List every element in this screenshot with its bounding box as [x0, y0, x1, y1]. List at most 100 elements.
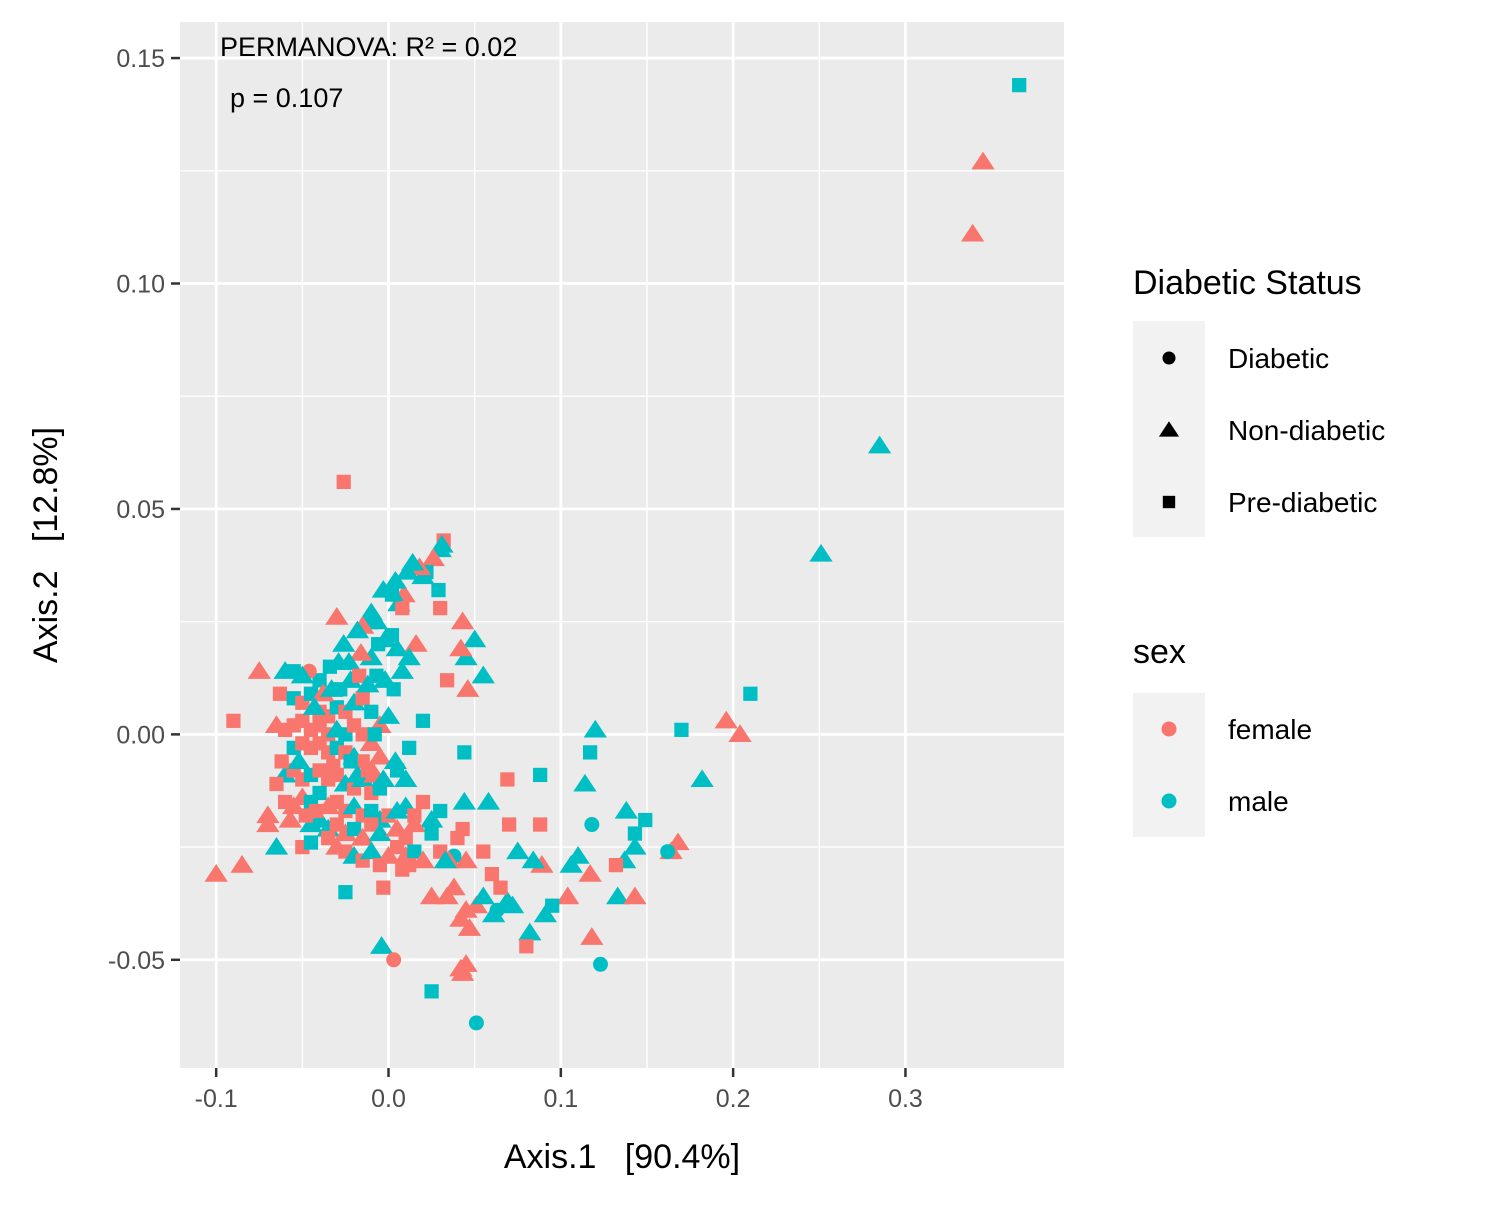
point-male-non-diabetic — [369, 936, 394, 954]
point-female-pre-diabetic — [269, 776, 284, 792]
point-female-non-diabetic — [580, 927, 604, 945]
point-female-non-diabetic — [454, 900, 478, 918]
point-male-non-diabetic — [319, 679, 344, 697]
point-male-non-diabetic — [533, 904, 557, 923]
point-female-non-diabetic — [419, 886, 444, 905]
point-male-non-diabetic — [452, 791, 476, 810]
point-female-non-diabetic — [256, 805, 280, 824]
x-tick-label: 0.1 — [543, 1085, 578, 1113]
point-female-non-diabetic — [256, 814, 280, 833]
point-female-non-diabetic — [204, 864, 228, 882]
legend-key-male — [1161, 793, 1177, 809]
point-male-pre-diabetic — [638, 812, 653, 828]
point-male-non-diabetic — [345, 764, 370, 783]
legend-label-diabetic: Diabetic — [1228, 343, 1329, 374]
point-male-pre-diabetic — [431, 582, 446, 598]
point-male-non-diabetic — [368, 823, 392, 842]
point-male-diabetic — [592, 956, 608, 972]
point-female-pre-diabetic — [415, 794, 431, 810]
point-male-non-diabetic — [430, 534, 454, 553]
point-male-non-diabetic — [419, 809, 444, 828]
point-male-pre-diabetic — [364, 803, 379, 819]
point-male-pre-diabetic — [386, 682, 401, 697]
point-male-non-diabetic — [264, 836, 289, 855]
point-female-diabetic — [386, 952, 402, 968]
point-male-non-diabetic — [390, 661, 414, 679]
plot-panel — [180, 22, 1064, 1068]
point-male-non-diabetic — [481, 904, 506, 923]
x-axis-title: Axis.1 [90.4%] — [504, 1138, 740, 1176]
legend-key-diabetic — [1162, 351, 1176, 365]
point-female-non-diabetic — [333, 823, 358, 842]
point-male-non-diabetic — [573, 773, 597, 792]
legend-key-non-diabetic — [1158, 421, 1180, 437]
point-male-non-diabetic — [359, 647, 383, 666]
legend-key-pre-diabetic — [1162, 495, 1176, 509]
x-tick-label: 0.3 — [888, 1085, 923, 1113]
point-female-pre-diabetic — [274, 754, 289, 769]
point-female-pre-diabetic — [336, 474, 351, 490]
point-male-non-diabetic — [521, 850, 545, 869]
y-tick-label: 0.00 — [116, 721, 165, 749]
point-female-non-diabetic — [454, 850, 478, 869]
point-male-non-diabetic — [302, 697, 327, 715]
point-female-pre-diabetic — [450, 830, 465, 846]
point-male-non-diabetic — [273, 661, 297, 679]
point-female-non-diabetic — [450, 963, 475, 981]
point-male-non-diabetic — [356, 674, 380, 693]
point-male-non-diabetic — [394, 769, 418, 788]
point-male-pre-diabetic — [674, 722, 689, 737]
point-male-pre-diabetic — [312, 673, 327, 688]
point-female-non-diabetic — [325, 607, 349, 625]
point-female-non-diabetic — [421, 548, 445, 567]
point-male-pre-diabetic — [338, 885, 353, 900]
point-male-pre-diabetic — [364, 704, 379, 719]
point-male-pre-diabetic — [1012, 77, 1027, 93]
point-female-non-diabetic — [351, 827, 375, 846]
legend-label-pre-diabetic: Pre-diabetic — [1228, 487, 1377, 518]
point-female-pre-diabetic — [608, 857, 624, 873]
point-male-pre-diabetic — [303, 835, 319, 850]
point-female-pre-diabetic — [395, 600, 410, 616]
permanova-annotation: PERMANOVA: R² = 0.02 — [220, 32, 517, 62]
point-male-pre-diabetic — [407, 844, 422, 859]
point-female-non-diabetic — [247, 661, 271, 679]
point-male-non-diabetic — [411, 566, 435, 585]
point-female-pre-diabetic — [355, 727, 370, 742]
point-male-pre-diabetic — [533, 767, 548, 783]
point-male-diabetic — [660, 844, 676, 860]
legend-key-background — [1133, 693, 1205, 837]
point-female-non-diabetic — [278, 809, 302, 828]
point-male-non-diabetic — [623, 836, 647, 855]
point-female-non-diabetic — [457, 918, 482, 936]
point-male-non-diabetic — [476, 791, 501, 810]
point-male-pre-diabetic — [322, 659, 338, 674]
point-male-non-diabetic — [433, 850, 458, 869]
y-tick-label: 0.10 — [116, 271, 165, 299]
axes: -0.1 0.0 0.1 0.2 0.3 -0.05 0.00 0.05 0.10 0.15 — [108, 45, 923, 1113]
point-male-non-diabetic — [345, 620, 370, 639]
point-male-non-diabetic — [867, 435, 892, 454]
point-female-non-diabetic — [623, 886, 647, 905]
point-male-non-diabetic — [559, 854, 583, 873]
point-male-pre-diabetic — [346, 821, 362, 837]
legend-label-male: male — [1228, 786, 1289, 817]
point-male-non-diabetic — [383, 570, 408, 589]
legend-label-non-diabetic: Non-diabetic — [1228, 415, 1385, 446]
point-male-pre-diabetic — [545, 898, 560, 913]
point-male-non-diabetic — [454, 647, 478, 666]
point-male-non-diabetic — [471, 665, 495, 684]
y-axis-title: Axis.2 [12.8%] — [27, 427, 65, 663]
point-male-non-diabetic — [338, 670, 363, 688]
point-female-pre-diabetic — [433, 600, 448, 616]
point-male-non-diabetic — [359, 841, 383, 860]
point-male-non-diabetic — [463, 629, 487, 648]
point-male-pre-diabetic — [627, 826, 643, 841]
point-male-non-diabetic — [287, 751, 311, 770]
point-female-pre-diabetic — [352, 668, 367, 683]
point-female-non-diabetic — [450, 611, 475, 630]
point-male-non-diabetic — [385, 638, 409, 657]
point-male-diabetic — [584, 817, 600, 833]
x-tick-label: -0.1 — [195, 1085, 238, 1113]
point-male-non-diabetic — [583, 719, 607, 738]
